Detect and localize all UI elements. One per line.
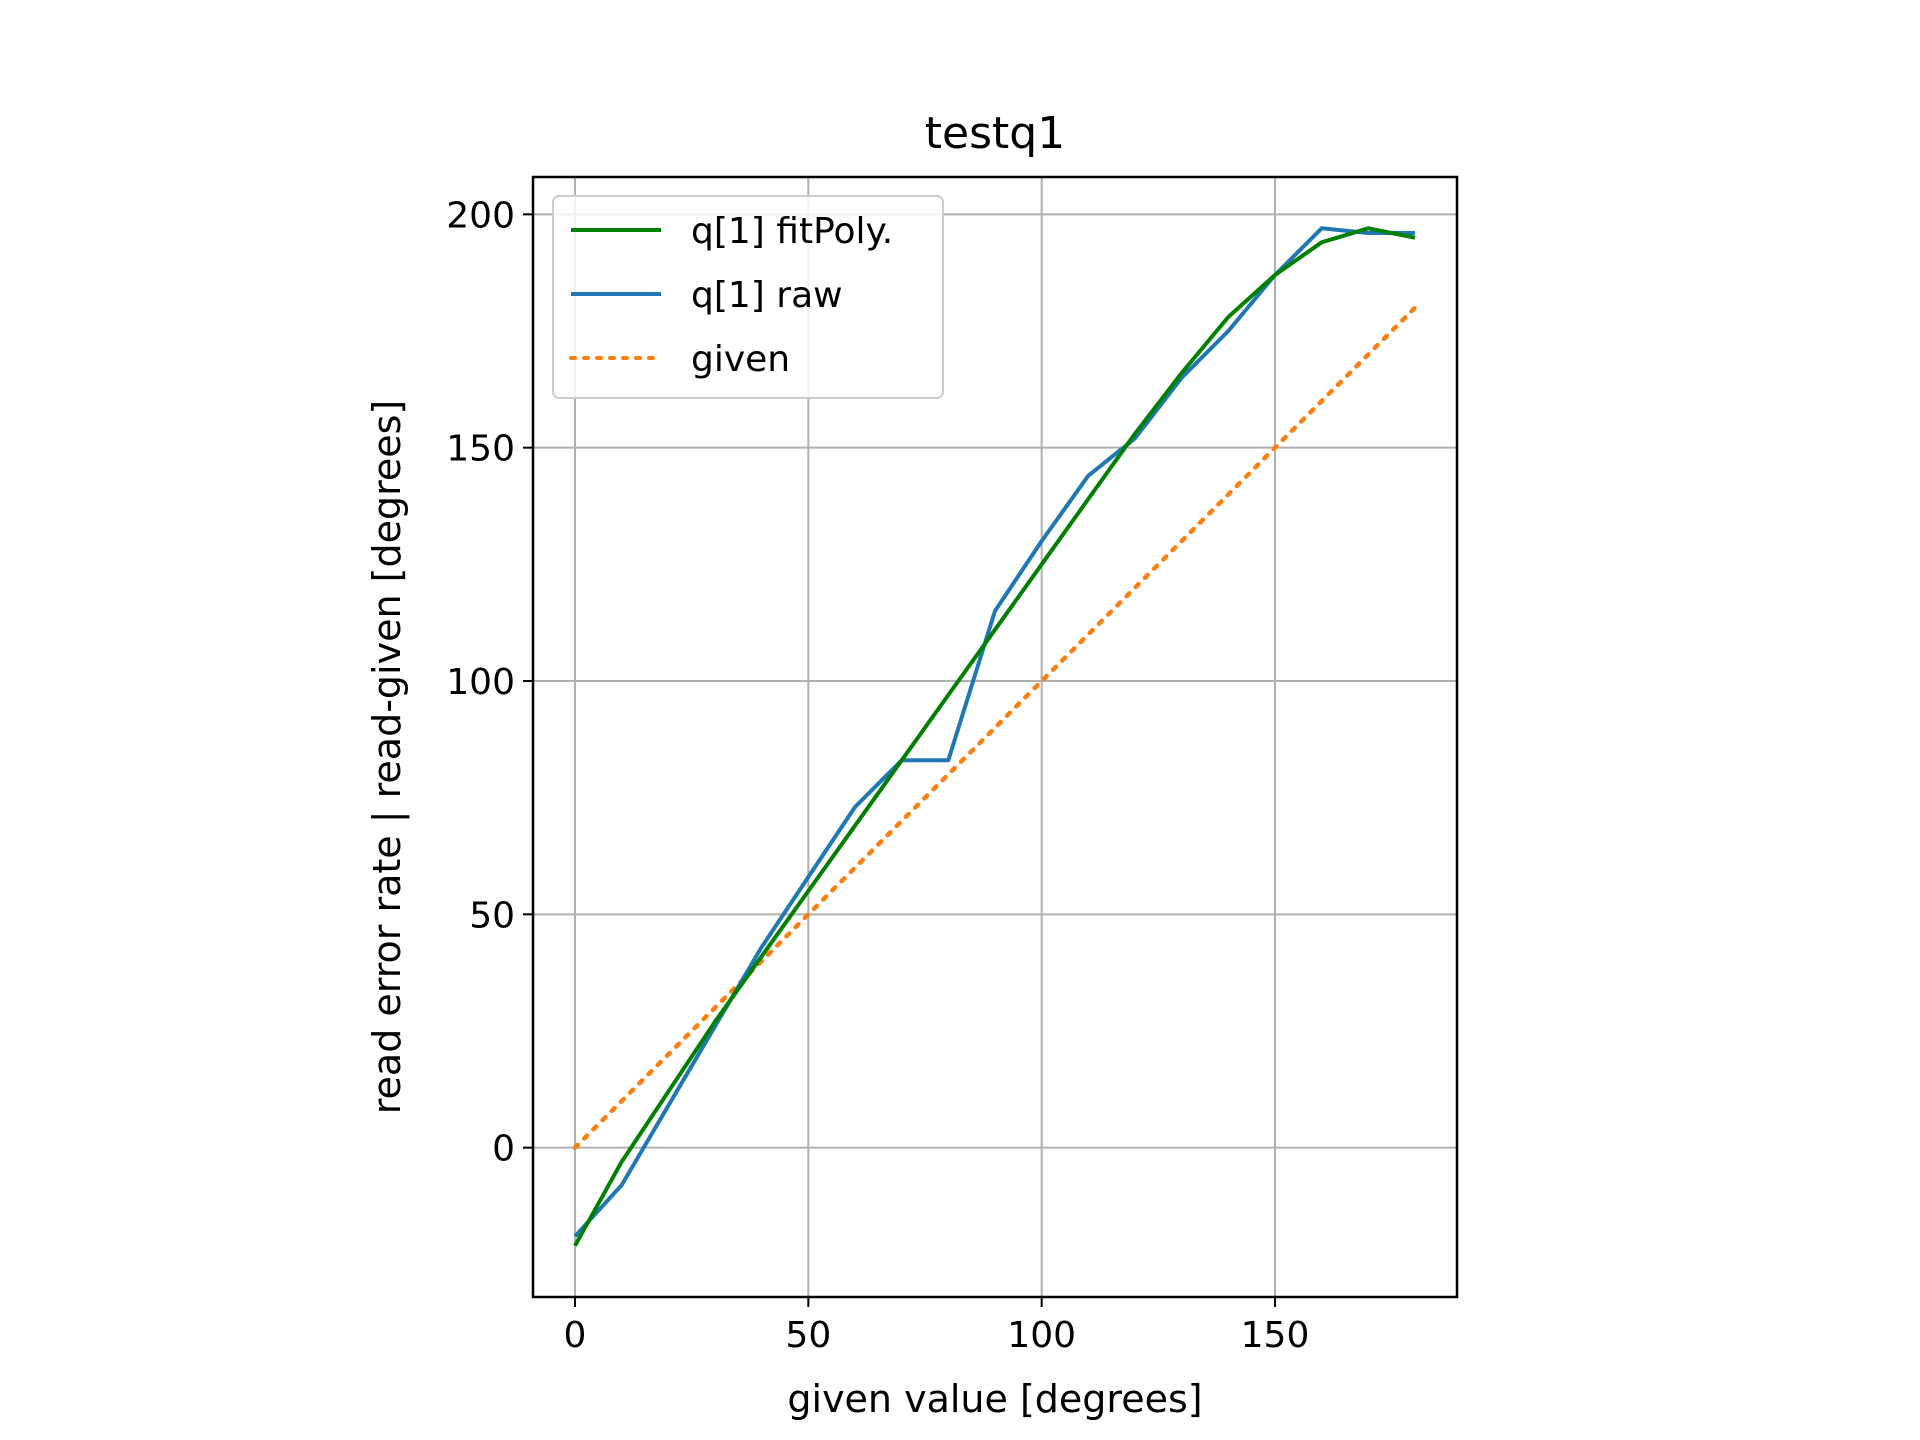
- x-tick-label: 100: [1007, 1315, 1076, 1356]
- y-tick-label: 150: [446, 429, 515, 470]
- x-tick-label: 150: [1241, 1315, 1310, 1356]
- legend-label: q[1] raw: [691, 275, 843, 316]
- x-tick-label: 50: [785, 1315, 831, 1356]
- chart-title: testq1: [925, 108, 1065, 159]
- y-tick-label: 0: [492, 1129, 515, 1170]
- legend-box: [552, 195, 944, 399]
- ticks: 0 50 100 150 0 50 100 150 200: [446, 195, 1309, 1356]
- legend: q[1] fitPoly. q[1] raw given: [552, 195, 944, 399]
- series-line-given: [572, 305, 1418, 1150]
- plot-frame: [531, 175, 1459, 1299]
- y-tick-label: 100: [446, 662, 515, 703]
- series-line-q-1-fitpoly: [573, 226, 1416, 1247]
- y-tick-label: 200: [446, 195, 515, 236]
- legend-label: q[1] fitPoly.: [691, 211, 893, 252]
- series-lines: [572, 226, 1418, 1247]
- legend-label: given: [691, 339, 790, 380]
- y-axis-label: read error rate | read-given [degrees]: [365, 400, 410, 1115]
- x-tick-label: 0: [564, 1315, 587, 1356]
- y-tick-label: 50: [469, 895, 515, 936]
- x-axis-label: given value [degrees]: [787, 1377, 1202, 1421]
